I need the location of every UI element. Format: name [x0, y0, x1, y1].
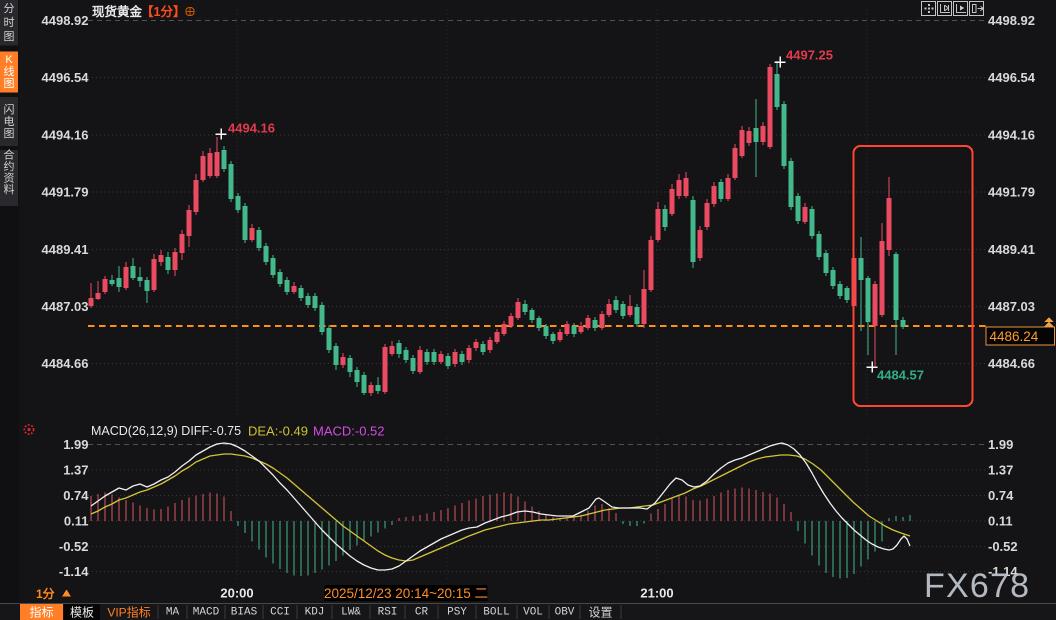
- svg-text:4497.25: 4497.25: [786, 48, 833, 63]
- svg-text:21:00: 21:00: [640, 586, 673, 601]
- svg-text:约: 约: [4, 160, 15, 173]
- svg-text:图: 图: [4, 77, 15, 90]
- svg-text:4494.16: 4494.16: [42, 127, 89, 142]
- svg-text:分: 分: [4, 2, 15, 15]
- svg-text:0.74: 0.74: [63, 488, 89, 503]
- svg-text:设置: 设置: [588, 606, 612, 620]
- svg-text:20:00: 20:00: [220, 586, 253, 601]
- svg-text:-1.14: -1.14: [59, 564, 89, 579]
- svg-text:BIAS: BIAS: [231, 607, 258, 619]
- svg-text:4484.66: 4484.66: [988, 356, 1035, 371]
- svg-text:料: 料: [4, 182, 15, 196]
- svg-text:模板: 模板: [70, 606, 94, 620]
- svg-text:-0.52: -0.52: [988, 539, 1018, 554]
- svg-text:-1.14: -1.14: [988, 564, 1018, 579]
- svg-text:4484.57: 4484.57: [877, 368, 924, 383]
- svg-text:指标: 指标: [29, 605, 53, 620]
- svg-text:4487.03: 4487.03: [988, 299, 1035, 314]
- svg-text:0.11: 0.11: [64, 514, 89, 529]
- svg-text:PSY: PSY: [447, 607, 467, 619]
- svg-text:MACD: MACD: [193, 607, 220, 619]
- svg-text:4496.54: 4496.54: [42, 70, 90, 85]
- svg-text:K: K: [5, 54, 13, 66]
- svg-text:KDJ: KDJ: [305, 607, 325, 619]
- svg-text:1.37: 1.37: [988, 463, 1013, 478]
- svg-text:4489.41: 4489.41: [42, 242, 89, 257]
- svg-text:4487.03: 4487.03: [42, 299, 89, 314]
- svg-text:4484.66: 4484.66: [42, 356, 89, 371]
- svg-text:4496.54: 4496.54: [988, 70, 1036, 85]
- svg-text:时: 时: [4, 16, 15, 29]
- svg-text:2025/12/23 20:14~20:15 二: 2025/12/23 20:14~20:15 二: [324, 586, 488, 601]
- svg-text:DEA:-0.49: DEA:-0.49: [248, 424, 308, 439]
- svg-text:VIP指标: VIP指标: [107, 605, 150, 620]
- svg-text:RSI: RSI: [378, 607, 398, 619]
- svg-text:FX678: FX678: [924, 567, 1030, 605]
- svg-text:图: 图: [4, 30, 15, 43]
- svg-text:1.37: 1.37: [63, 463, 88, 478]
- svg-text:CR: CR: [415, 607, 429, 619]
- svg-text:4491.79: 4491.79: [988, 185, 1035, 200]
- svg-text:图: 图: [4, 127, 15, 140]
- svg-text:BOLL: BOLL: [483, 607, 509, 619]
- svg-text:4498.92: 4498.92: [988, 13, 1035, 28]
- svg-text:OBV: OBV: [555, 607, 575, 619]
- svg-text:4489.41: 4489.41: [988, 242, 1035, 257]
- svg-text:MACD(26,12,9) DIFF:-0.75: MACD(26,12,9) DIFF:-0.75: [91, 424, 241, 438]
- svg-text:4486.24: 4486.24: [990, 329, 1039, 344]
- svg-text:1分: 1分: [36, 586, 55, 601]
- svg-text:1.99: 1.99: [988, 437, 1013, 452]
- svg-text:-0.52: -0.52: [59, 539, 89, 554]
- svg-text:线: 线: [4, 64, 15, 78]
- svg-text:4494.16: 4494.16: [988, 127, 1035, 142]
- svg-text:4498.92: 4498.92: [42, 13, 89, 28]
- svg-text:合: 合: [4, 148, 15, 162]
- svg-text:VOL: VOL: [523, 607, 543, 619]
- svg-text:电: 电: [4, 115, 15, 128]
- svg-text:现货黄金: 现货黄金: [92, 4, 143, 19]
- svg-text:4494.16: 4494.16: [228, 121, 275, 136]
- svg-text:MA: MA: [166, 607, 180, 619]
- svg-text:闪: 闪: [4, 102, 15, 116]
- svg-text:4491.79: 4491.79: [42, 185, 89, 200]
- svg-text:LW&: LW&: [341, 607, 361, 619]
- svg-text:【1分】: 【1分】: [141, 4, 185, 19]
- svg-text:资: 资: [4, 172, 15, 185]
- svg-text:CCI: CCI: [270, 607, 290, 619]
- svg-text:0.11: 0.11: [988, 514, 1013, 529]
- svg-text:0.74: 0.74: [988, 488, 1014, 503]
- svg-text:MACD:-0.52: MACD:-0.52: [313, 424, 385, 439]
- svg-text:1.99: 1.99: [63, 437, 88, 452]
